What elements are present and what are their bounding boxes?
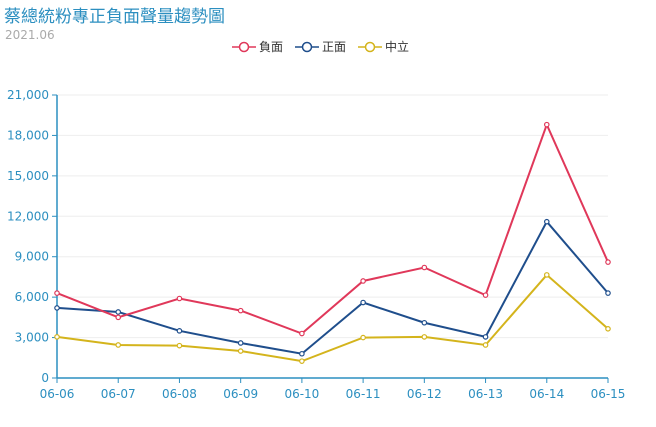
data-point (421, 334, 428, 340)
y-tick-label: 18,000 (7, 128, 49, 142)
data-point (115, 309, 122, 315)
x-tick-label: 06-12 (407, 387, 442, 401)
data-point (543, 121, 550, 128)
line-marker-icon (232, 41, 256, 52)
data-point (176, 328, 183, 334)
x-tick-label: 06-09 (223, 387, 258, 401)
legend-label: 中立 (385, 40, 410, 54)
y-tick-label: 21,000 (7, 88, 49, 102)
x-tick-label: 06-13 (468, 387, 503, 401)
y-tick-label: 12,000 (7, 209, 49, 223)
data-point (54, 290, 60, 296)
x-tick-label: 06-15 (591, 387, 626, 401)
data-point (605, 290, 611, 296)
data-point (299, 330, 305, 337)
data-point (421, 319, 428, 326)
data-point (421, 264, 428, 271)
data-point (176, 295, 183, 302)
y-tick-label: 15,000 (7, 169, 49, 183)
data-point (605, 259, 611, 265)
y-tick-label: 6,000 (15, 290, 49, 304)
series-line (56, 121, 609, 335)
legend: 負面 正面 中立 (232, 38, 409, 55)
data-point (299, 350, 305, 357)
line-marker-icon (295, 41, 320, 52)
data-point (360, 299, 366, 306)
line-marker-icon (358, 41, 383, 52)
chart-title: 蔡總統粉專正負面聲量趨勢圖 (4, 7, 225, 27)
y-tick-label: 9,000 (15, 250, 49, 264)
legend-label: 正面 (322, 40, 347, 54)
data-point (176, 342, 183, 349)
data-point (237, 348, 244, 354)
data-point (115, 342, 122, 348)
legend-item-negative[interactable]: 負面 (232, 38, 283, 55)
data-point (54, 334, 60, 340)
x-tick-label: 06-06 (40, 387, 75, 401)
data-point (237, 340, 244, 346)
data-point (54, 305, 60, 311)
x-tick-label: 06-07 (101, 387, 136, 401)
x-tick-label: 06-11 (346, 387, 381, 401)
data-point (482, 342, 489, 348)
y-tick-label: 3,000 (15, 331, 49, 345)
x-tick-label: 06-08 (162, 387, 197, 401)
data-point (543, 218, 550, 225)
data-point (115, 314, 122, 321)
y-tick-label: 0 (41, 371, 49, 385)
data-point (360, 278, 366, 284)
data-point (360, 334, 366, 341)
data-point (605, 326, 611, 332)
series-line (56, 273, 609, 363)
legend-label: 負面 (259, 40, 284, 54)
data-point (482, 334, 489, 340)
data-point (237, 307, 244, 314)
data-point (299, 358, 305, 364)
series-line (56, 219, 609, 355)
x-tick-label: 06-14 (529, 387, 564, 401)
legend-item-positive[interactable]: 正面 (295, 38, 346, 55)
data-point (543, 272, 550, 278)
x-tick-label: 06-10 (284, 387, 319, 401)
chart-subtitle: 2021.06 (5, 28, 55, 42)
legend-item-neutral[interactable]: 中立 (358, 38, 409, 55)
data-point (482, 292, 489, 298)
